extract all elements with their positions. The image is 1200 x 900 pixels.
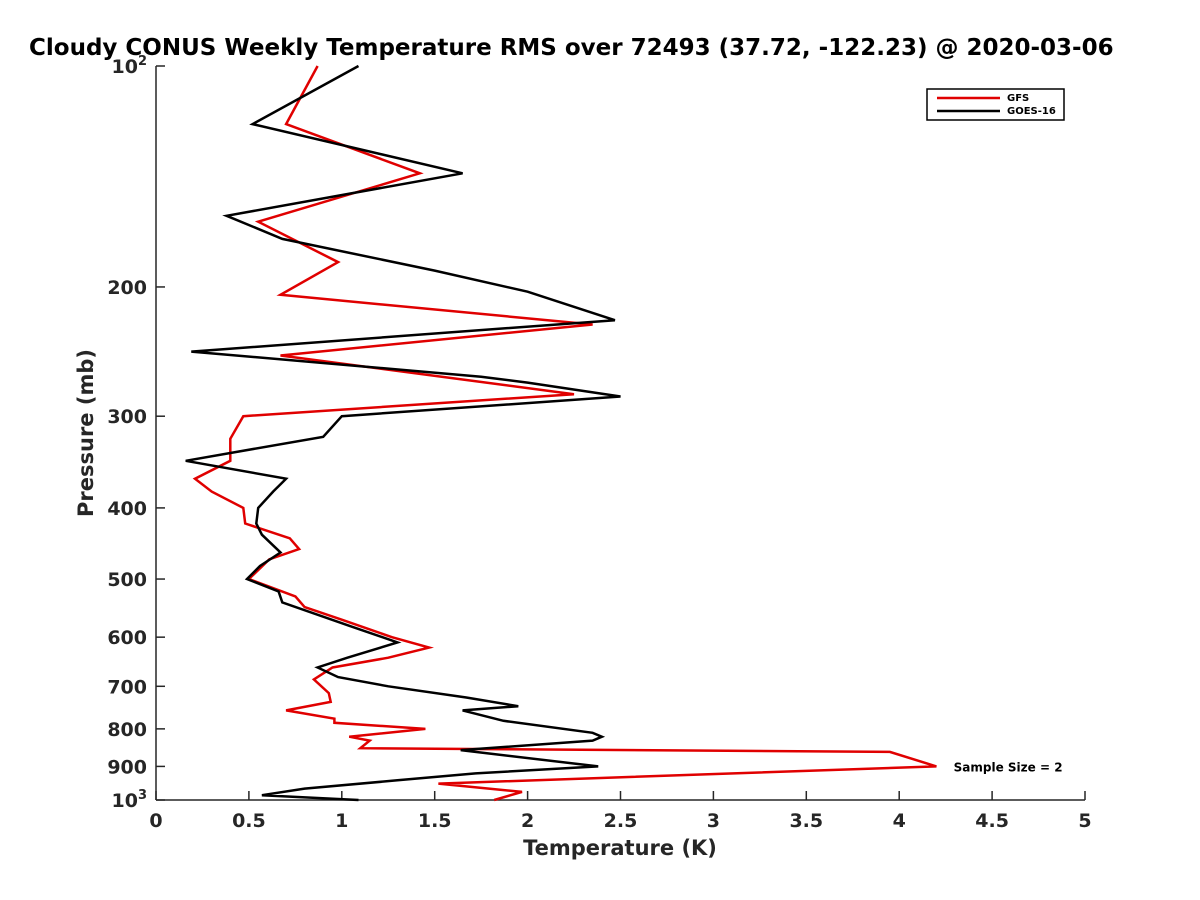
x-tick-label: 3	[707, 810, 720, 832]
y-tick-label: 500	[107, 569, 147, 591]
legend: GFS GOES-16	[926, 88, 1065, 121]
x-tick-label: 4	[893, 810, 906, 832]
legend-box	[926, 88, 1065, 121]
y-tick-label: 600	[107, 627, 147, 649]
plot-area: 0 0.5 1 1.5 2 2.5 3 3.5 4 4.5 5 102 200 300 400 500 600 7…	[107, 54, 1091, 832]
series-line-goes16	[185, 64, 621, 802]
y-tick-label: 300	[107, 406, 147, 428]
x-tick-label: 3.5	[789, 810, 823, 832]
y-axis-label: Pressure (mb)	[74, 349, 98, 517]
chart-title: Cloudy CONUS Weekly Temperature RMS over…	[29, 35, 1114, 61]
legend-label-gfs: GFS	[1007, 93, 1029, 104]
legend-label-goes16: GOES-16	[1007, 106, 1056, 117]
x-tick-label: 5	[1078, 810, 1091, 832]
sample-size-annotation: Sample Size = 2	[954, 760, 1063, 774]
y-tick-label: 200	[107, 277, 147, 299]
x-axis-label: Temperature (K)	[523, 836, 717, 860]
y-tick-label: 102	[112, 54, 148, 78]
x-tick-label: 0.5	[232, 810, 266, 832]
x-tick-label: 2	[521, 810, 534, 832]
x-tick-label: 4.5	[975, 810, 1009, 832]
y-tick-label: 800	[107, 719, 147, 741]
y-tick-label: 400	[107, 498, 147, 520]
y-tick-label: 900	[107, 756, 147, 778]
y-tick-label: 103	[112, 788, 148, 812]
x-tick-label: 2.5	[604, 810, 638, 832]
x-tick-label: 0	[149, 810, 162, 832]
y-tick-label: 700	[107, 676, 147, 698]
x-tick-label: 1.5	[418, 810, 452, 832]
series-line-gfs	[192, 65, 937, 802]
x-tick-label: 1	[335, 810, 348, 832]
